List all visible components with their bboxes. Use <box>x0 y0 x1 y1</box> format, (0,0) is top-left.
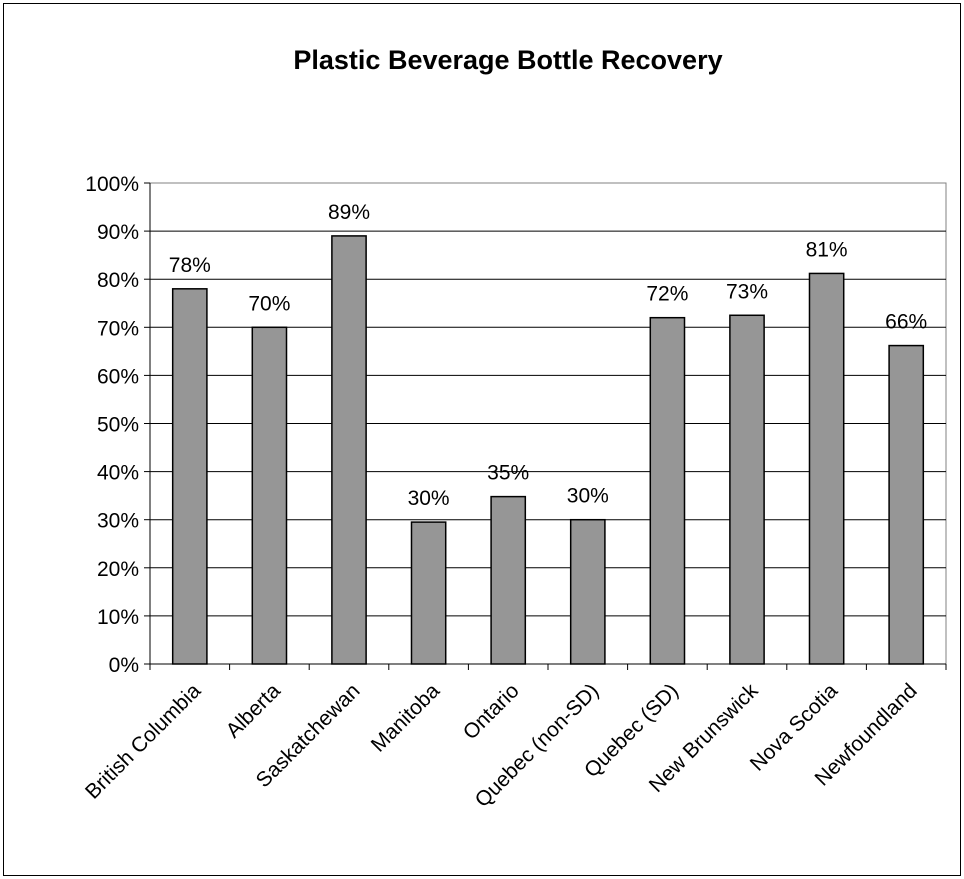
y-tick-label: 40% <box>97 462 139 485</box>
data-label: 70% <box>248 292 290 315</box>
x-tick-label: Alberta <box>222 679 286 743</box>
data-label: 73% <box>726 280 768 303</box>
y-tick-label: 70% <box>97 317 139 340</box>
y-tick-label: 10% <box>97 606 139 629</box>
data-label: 30% <box>408 487 450 510</box>
y-tick-label: 0% <box>109 654 139 677</box>
y-tick-label: 60% <box>97 365 139 388</box>
bar <box>331 235 367 665</box>
y-tick-label: 80% <box>97 269 139 292</box>
bar <box>888 344 925 665</box>
bar <box>729 314 765 665</box>
bar <box>171 288 208 665</box>
x-tick-label: Manitoba <box>367 679 445 757</box>
bar <box>808 272 845 665</box>
x-tick-label: British Columbia <box>81 679 206 804</box>
data-labels: 78% 70% 89% 30% 35% 30% 72% 73% 81% 66% <box>169 201 927 510</box>
data-label: 81% <box>806 238 848 261</box>
y-tick-label: 90% <box>97 221 139 244</box>
y-tick-label: 100% <box>85 173 139 196</box>
data-label: 78% <box>169 254 211 277</box>
y-tick-label: 30% <box>97 510 139 533</box>
bar <box>490 495 527 665</box>
chart-title: Plastic Beverage Bottle Recovery <box>293 45 722 75</box>
data-label: 30% <box>567 485 609 508</box>
bar <box>251 326 288 665</box>
bar <box>569 518 606 665</box>
y-axis-ticks: 0% 10% 20% 30% 40% 50% 60% 70% 80% 90% 100% <box>85 173 150 677</box>
data-label: 72% <box>646 283 688 306</box>
bars <box>171 235 925 665</box>
data-label: 89% <box>328 201 370 224</box>
bar <box>410 521 447 665</box>
data-label: 66% <box>885 311 927 334</box>
bar <box>649 316 686 665</box>
x-tick-label: Ontario <box>459 679 524 744</box>
y-tick-label: 20% <box>97 558 139 581</box>
y-tick-label: 50% <box>97 414 139 437</box>
data-label: 35% <box>487 462 529 485</box>
